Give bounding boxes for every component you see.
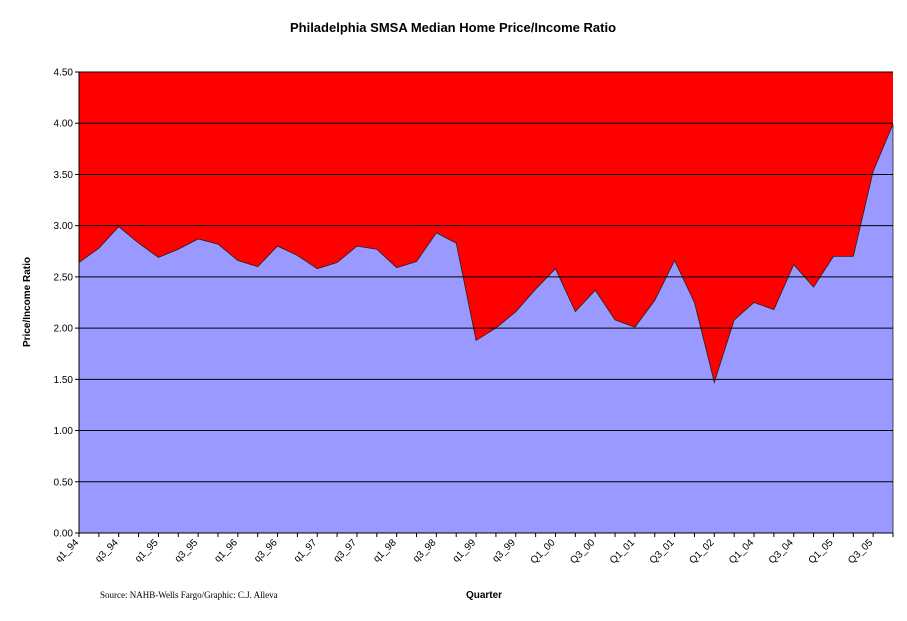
- y-tick-label: 4.50: [54, 68, 74, 79]
- x-tick-label: q3_99: [490, 537, 518, 565]
- source-note: Source: NAHB-Wells Fargo/Graphic: C.J. A…: [100, 590, 278, 600]
- y-axis-label: Price/Income Ratio: [22, 257, 33, 347]
- x-tick-label: Q3_00: [568, 537, 597, 566]
- x-tick-label: q1_95: [133, 537, 161, 565]
- x-tick-label: q1_99: [451, 537, 479, 565]
- y-tick-label: 2.00: [54, 324, 74, 335]
- x-tick-label: Q3_04: [767, 537, 796, 566]
- y-tick-label: 2.50: [54, 272, 74, 283]
- y-tick-label: 3.50: [54, 170, 74, 181]
- x-tick-label: q3_98: [411, 537, 439, 565]
- x-tick-label: Q1_02: [687, 537, 716, 566]
- x-tick-label: q1_98: [371, 537, 399, 565]
- x-tick-label: q1_97: [292, 537, 320, 565]
- x-tick-label: Q3_01: [648, 537, 677, 566]
- x-tick-label: q1_94: [54, 537, 82, 565]
- y-tick-label: 1.50: [54, 375, 74, 386]
- x-axis-label: Quarter: [466, 590, 502, 601]
- x-tick-label: Q3_05: [846, 537, 875, 566]
- y-tick-label: 4.00: [54, 119, 74, 130]
- x-tick-label: Q1_00: [529, 537, 558, 566]
- chart-title: Philadelphia SMSA Median Home Price/Inco…: [290, 20, 616, 35]
- x-tick-label: Q1_01: [608, 537, 637, 566]
- y-tick-label: 1.00: [54, 426, 74, 437]
- x-tick-label: q3_96: [252, 537, 280, 565]
- x-tick-label: Q1_04: [727, 537, 756, 566]
- y-tick-label: 0.00: [54, 529, 74, 540]
- x-tick-label: q1_96: [213, 537, 241, 565]
- x-tick-label: q3_94: [93, 537, 121, 565]
- x-tick-label: q3_95: [173, 537, 201, 565]
- y-tick-label: 3.00: [54, 221, 74, 232]
- y-tick-label: 0.50: [54, 477, 74, 488]
- x-tick-label: q3_97: [332, 537, 360, 565]
- x-tick-label: Q1_05: [807, 537, 836, 566]
